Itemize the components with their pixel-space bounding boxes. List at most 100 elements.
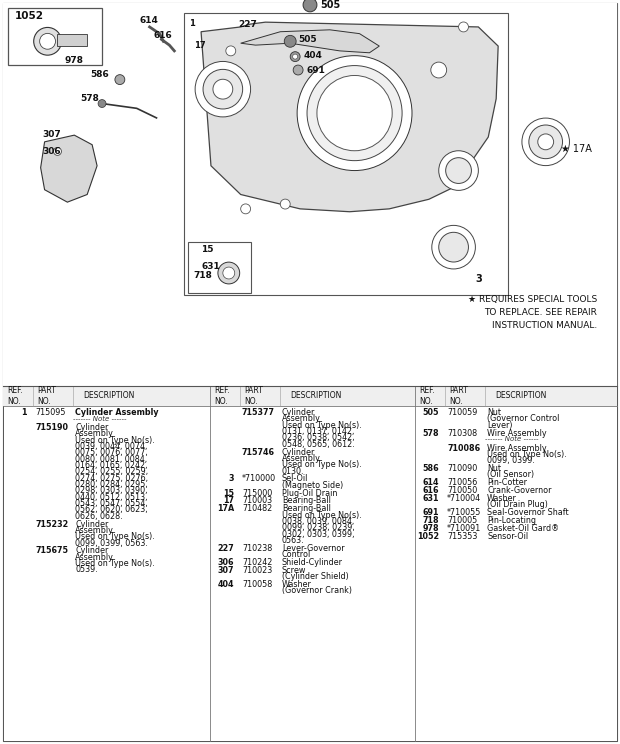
Circle shape [538,134,554,150]
Text: 1: 1 [189,19,195,28]
Text: 715377: 715377 [242,408,275,417]
Text: 715095: 715095 [35,408,66,417]
Text: 1: 1 [22,408,27,417]
Text: Assembly: Assembly [75,526,114,535]
Text: PART
NO.: PART NO. [449,386,468,406]
Text: 614: 614 [422,478,439,487]
Text: 0298, 0303, 0390,: 0298, 0303, 0390, [75,487,148,496]
Text: Used on Type No(s).: Used on Type No(s). [75,436,155,445]
Text: 0039, 0044, 0074,: 0039, 0044, 0074, [75,442,148,451]
Text: 17A: 17A [217,504,234,513]
Text: Assembly: Assembly [75,429,114,438]
Text: 978: 978 [65,56,84,65]
Text: Control: Control [282,550,311,559]
Circle shape [213,80,232,99]
Text: 306: 306 [218,558,234,567]
Text: 17: 17 [194,42,206,51]
Text: 0543, 0547, 0554,: 0543, 0547, 0554, [75,499,148,508]
Text: 586: 586 [422,464,439,473]
Bar [3,386,617,741]
Circle shape [446,158,471,184]
Text: ------- Note ------: ------- Note ------ [485,436,539,443]
Text: 0236, 0538, 0542,: 0236, 0538, 0542, [282,433,355,443]
Text: *710004: *710004 [447,494,481,503]
Circle shape [241,204,250,214]
Bar [184,13,508,295]
Text: (Oil Sensor): (Oil Sensor) [487,470,534,479]
Text: (Governor Control: (Governor Control [487,414,559,423]
Text: Bearing-Ball: Bearing-Ball [282,504,331,513]
Text: Cylinder: Cylinder [75,423,108,432]
Text: Bearing-Ball: Bearing-Ball [282,496,331,505]
Text: 691: 691 [306,65,325,74]
Text: 586: 586 [90,71,109,80]
Text: 1052: 1052 [15,10,44,21]
Circle shape [293,65,303,75]
Text: 0080, 0081, 0084,: 0080, 0081, 0084, [75,455,147,464]
Text: Cylinder: Cylinder [75,546,108,556]
Text: 718: 718 [193,272,212,280]
Text: Nut: Nut [487,464,501,473]
Circle shape [223,267,235,279]
Circle shape [98,100,106,107]
Text: 616: 616 [154,31,172,40]
Text: ------- Note ------: ------- Note ------ [73,416,126,422]
Text: *710091: *710091 [447,524,481,533]
Text: DESCRIPTION: DESCRIPTION [83,391,135,400]
Text: 0254, 0255, 0259,: 0254, 0255, 0259, [75,467,148,476]
Circle shape [303,0,317,12]
Text: 0099, 0399.: 0099, 0399. [487,456,535,465]
Circle shape [432,225,476,269]
Text: 715675: 715675 [35,546,68,556]
Circle shape [431,62,446,78]
Circle shape [439,232,469,262]
Text: Pin-Cotter: Pin-Cotter [487,478,527,487]
Text: Sensor-Oil: Sensor-Oil [487,531,528,541]
Text: Lever-Governor: Lever-Governor [282,544,345,553]
Text: 710050: 710050 [447,486,477,495]
Bar [3,386,617,406]
Circle shape [33,28,61,55]
Text: 0099, 0399, 0563.: 0099, 0399, 0563. [75,539,148,548]
Text: 404: 404 [303,51,322,60]
Text: 15: 15 [201,246,213,254]
Circle shape [40,33,55,49]
Text: *710000: *710000 [242,475,276,484]
Circle shape [195,62,250,117]
Text: 15: 15 [223,489,234,498]
Text: 715000: 715000 [242,489,272,498]
Circle shape [297,56,412,170]
Text: 710308: 710308 [447,429,477,437]
Text: 715746: 715746 [242,447,275,457]
Text: 578: 578 [80,94,99,103]
Text: 307: 307 [43,130,61,139]
Text: 227: 227 [239,19,257,28]
Text: Seal-Governor Shaft: Seal-Governor Shaft [487,508,569,517]
Text: Wire Assembly: Wire Assembly [487,443,547,452]
Text: 631: 631 [201,262,220,271]
Text: Plug-Oil Drain: Plug-Oil Drain [282,489,337,498]
Circle shape [522,118,569,166]
Text: 691: 691 [422,508,439,517]
Text: 0274, 0275, 0276,: 0274, 0275, 0276, [75,474,148,483]
Text: 505: 505 [320,0,340,10]
Text: Screw: Screw [282,565,306,574]
Text: (Magneto Side): (Magneto Side) [282,481,343,490]
Text: Used on Type No(s).: Used on Type No(s). [282,461,361,469]
Text: Gasket-Oil Gard®: Gasket-Oil Gard® [487,524,559,533]
Circle shape [529,125,562,158]
Circle shape [284,36,296,47]
Text: 0302, 0303, 0399,: 0302, 0303, 0399, [282,530,355,539]
Text: 0038, 0039, 0084,: 0038, 0039, 0084, [282,517,354,526]
Text: 0562, 0620, 0623,: 0562, 0620, 0623, [75,505,148,514]
Text: 715353: 715353 [447,531,477,541]
Text: 710058: 710058 [242,580,272,589]
Text: 0280, 0284, 0295,: 0280, 0284, 0295, [75,480,148,489]
Text: 0440, 0512, 0513,: 0440, 0512, 0513, [75,493,148,501]
Text: 0548, 0565, 0612.: 0548, 0565, 0612. [282,440,355,449]
Text: PART
NO.: PART NO. [37,386,56,406]
Polygon shape [201,22,498,212]
Text: 710005: 710005 [447,516,477,525]
Text: 710056: 710056 [447,478,477,487]
Text: Used on Type No(s).: Used on Type No(s). [75,532,155,541]
